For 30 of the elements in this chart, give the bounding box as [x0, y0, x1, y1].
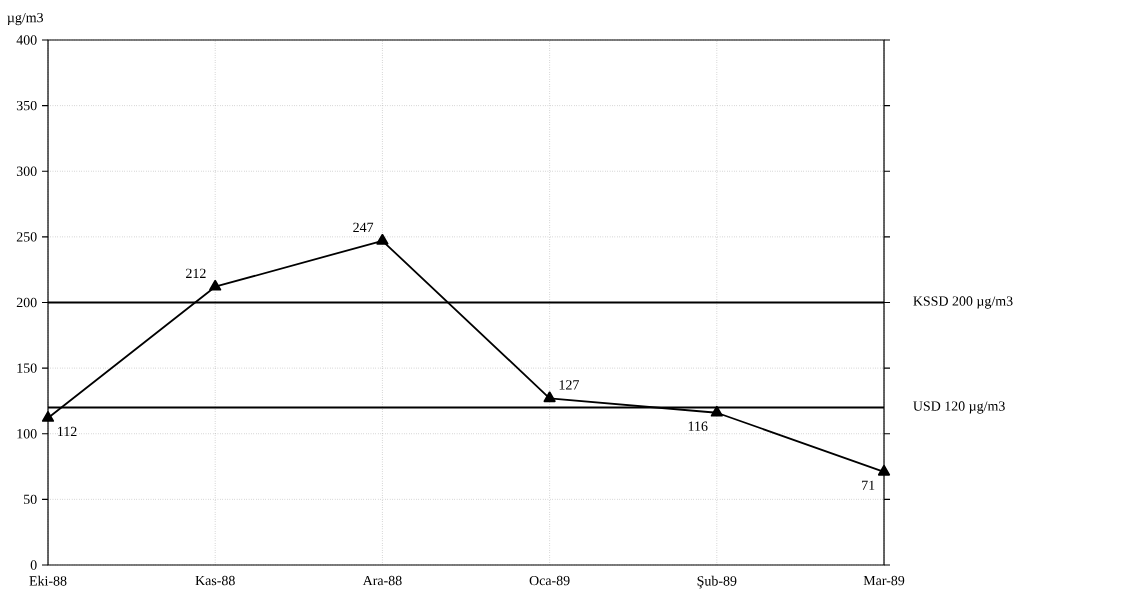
x-tick-label: Ara-88 [362, 575, 402, 586]
point [710, 405, 723, 417]
ref-line-label: USD 120 µg/m3 [913, 401, 1005, 414]
data-label: 127 [559, 380, 579, 390]
point [376, 233, 389, 245]
x-tick-label: Kas-88 [195, 575, 235, 586]
y-tick-label: 250 [16, 232, 37, 242]
ref-line-label: KSSD 200 µg/m3 [913, 296, 1013, 309]
data-label: 116 [688, 421, 708, 431]
x-tick-label: Oca-89 [529, 575, 570, 586]
y-tick-label: 50 [24, 494, 37, 505]
data-label: 71 [862, 480, 875, 490]
point [877, 464, 891, 476]
y-tick-label: 200 [16, 297, 37, 308]
y-tick-label: 150 [17, 363, 37, 373]
y-axis-title: µg/m3 [7, 12, 44, 26]
y-tick-label: 400 [16, 35, 37, 45]
data-label: 112 [58, 426, 77, 437]
x-tick-label: Eki-88 [29, 575, 67, 586]
point [543, 391, 556, 403]
x-tick-label: Şub-89 [697, 575, 737, 589]
y-tick-label: 350 [16, 100, 37, 111]
y-tick-label: 300 [16, 166, 37, 176]
y-tick-label: 0 [30, 560, 37, 570]
x-tick-label: Mar-89 [863, 575, 905, 586]
point [41, 411, 55, 422]
point [209, 279, 222, 291]
data-label: 247 [353, 222, 374, 232]
y-tick-label: 100 [17, 429, 37, 439]
data-label: 212 [186, 268, 206, 278]
